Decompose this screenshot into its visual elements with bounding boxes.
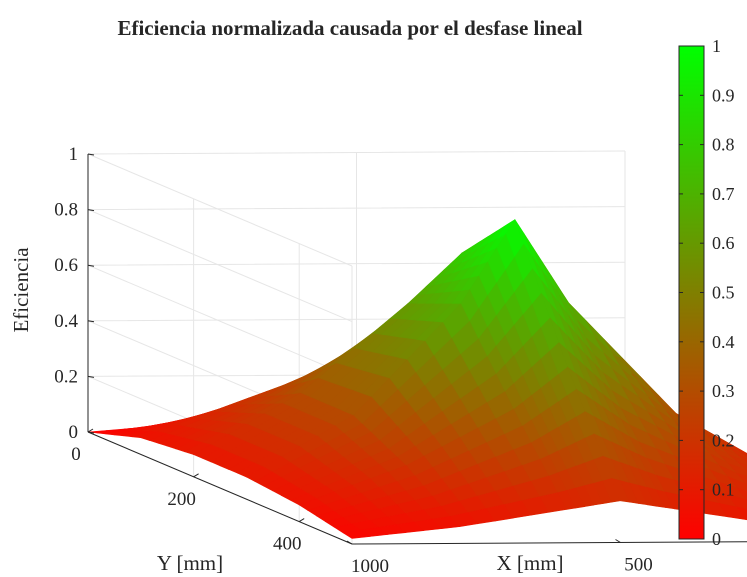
z-tick-label: 1 bbox=[69, 144, 79, 165]
surface-patch bbox=[736, 473, 747, 485]
z-tick-mark bbox=[87, 153, 95, 156]
surface-patch bbox=[738, 449, 747, 457]
surface-plot bbox=[87, 219, 747, 539]
surface-patch bbox=[720, 440, 747, 457]
z-tick-mark bbox=[87, 320, 95, 323]
colorbar: 0 0.1 0.2 0.3 0.4 0.5 0.6 0.7 0.8 0.9 1 bbox=[678, 36, 735, 549]
x-axis-label: X [mm] bbox=[496, 551, 563, 575]
surface-patch bbox=[736, 506, 747, 521]
z-tick-label: 0 bbox=[69, 422, 79, 443]
y-tick-mark bbox=[193, 473, 199, 478]
colorbar-tick-label: 0.9 bbox=[712, 85, 735, 105]
colorbar-tick-label: 0.1 bbox=[712, 480, 735, 500]
colorbar-tick-label: 0.5 bbox=[712, 283, 735, 303]
y-axis-line bbox=[87, 431, 353, 545]
colorbar-tick-label: 0.8 bbox=[712, 135, 735, 155]
x-tick-label: 1000 bbox=[351, 556, 389, 577]
y-axis-label: Y [mm] bbox=[157, 551, 223, 575]
z-tick-label: 0.6 bbox=[54, 255, 78, 276]
y-tick-mark bbox=[87, 428, 94, 433]
colorbar-tick-label: 0.6 bbox=[712, 233, 735, 253]
colorbar-tick-label: 0.2 bbox=[712, 430, 735, 450]
surface-patch bbox=[728, 454, 747, 467]
z-tick-mark bbox=[87, 431, 95, 434]
y-tick-label: 200 bbox=[167, 489, 196, 510]
axes-ticks: 0 0.2 0.4 0.6 0.8 1 0 200 400 0 500 1000 bbox=[54, 144, 747, 577]
x-tick-label: 500 bbox=[624, 555, 653, 576]
y-tick-label: 0 bbox=[71, 444, 81, 465]
colorbar-tick-label: 0.3 bbox=[712, 381, 735, 401]
surface-patch bbox=[727, 494, 747, 510]
surface-patch bbox=[727, 476, 747, 492]
colorbar-tick-label: 0.4 bbox=[712, 332, 735, 352]
colorbar-tick-label: 0 bbox=[712, 529, 721, 549]
z-tick-label: 0.4 bbox=[54, 311, 78, 332]
x-tick-mark bbox=[346, 540, 353, 545]
colorbar-ticks: 0 0.1 0.2 0.3 0.4 0.5 0.6 0.7 0.8 0.9 1 bbox=[679, 36, 735, 549]
surface-patch bbox=[737, 461, 747, 471]
z-tick-mark bbox=[87, 375, 95, 378]
surface-patch bbox=[727, 462, 747, 477]
surface-patch bbox=[729, 447, 747, 460]
x-axis-line bbox=[351, 541, 747, 545]
y-tick-label: 400 bbox=[273, 534, 302, 555]
y-tick-mark bbox=[298, 518, 305, 523]
z-tick-label: 0.8 bbox=[54, 200, 78, 221]
surface-patch bbox=[729, 443, 747, 456]
z-tick-mark bbox=[87, 209, 95, 212]
surface-patch bbox=[736, 487, 747, 501]
surface-patch bbox=[720, 446, 747, 463]
chart-title: Eficiencia normalizada causada por el de… bbox=[117, 16, 582, 40]
z-tick-label: 0.2 bbox=[54, 366, 78, 387]
surface-patch bbox=[738, 454, 747, 463]
colorbar-tick-label: 1 bbox=[712, 36, 721, 56]
z-axis-label: Eficiencia bbox=[9, 247, 33, 333]
z-tick-mark bbox=[87, 264, 95, 267]
x-tick-mark bbox=[615, 539, 621, 543]
colorbar-tick-label: 0.7 bbox=[712, 184, 735, 204]
